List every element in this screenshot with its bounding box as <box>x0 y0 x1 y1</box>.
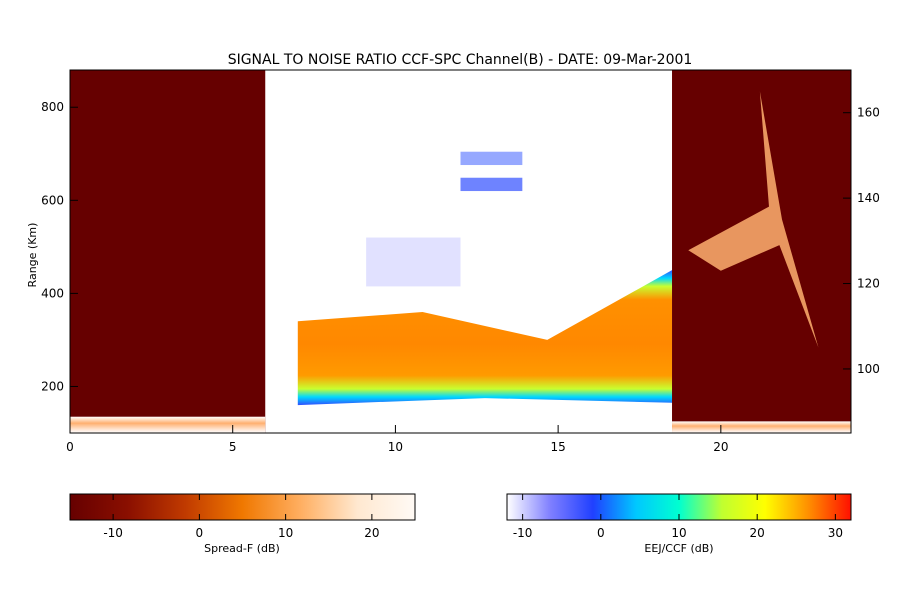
regions-layer <box>70 70 851 433</box>
x-axis: 0 5 10 15 20 <box>66 425 728 454</box>
y-axis-left: 200 400 600 800 <box>41 100 78 393</box>
bottom-echo-2-1 <box>672 421 851 433</box>
colorbar-eej-ccf: EEJ/CCF (dB) -10 0 10 20 30 <box>506 493 852 555</box>
colorbar-tick-label: -10 <box>103 526 123 540</box>
colorbar-eej-ccf-label: EEJ/CCF (dB) <box>644 542 713 555</box>
colorbar-tick-label: 10 <box>671 526 686 540</box>
y-tick-label: 600 <box>41 193 64 207</box>
colorbar-spread-f-gradient <box>69 493 416 521</box>
echo-bands-1-2-upper <box>460 151 523 166</box>
plot-area <box>70 70 851 433</box>
y2-tick-label: 140 <box>857 191 880 205</box>
plume-2-0 <box>688 91 819 348</box>
echo-bands-1-2-lower <box>460 177 523 192</box>
region-background <box>70 70 266 433</box>
x-tick-label: 0 <box>66 440 74 454</box>
x-tick-label: 20 <box>713 440 728 454</box>
y2-tick-label: 100 <box>857 362 880 376</box>
y2-tick-label: 120 <box>857 277 880 291</box>
y-tick-label: 400 <box>41 286 64 300</box>
chart-title: SIGNAL TO NOISE RATIO CCF-SPC Channel(B)… <box>228 52 693 68</box>
colorbar-spread-f-label: Spread-F (dB) <box>204 542 280 555</box>
plot-frame <box>69 69 852 434</box>
y-axis-label: Range (Km) <box>26 223 39 288</box>
region-2 <box>672 70 851 433</box>
y2-tick-label: 160 <box>857 106 880 120</box>
region-0 <box>70 70 266 433</box>
x-tick-label: 15 <box>550 440 565 454</box>
colorbar-tick-label: 20 <box>750 526 765 540</box>
y-axis-right: 100 120 140 160 <box>843 106 880 376</box>
y-tick-label: 200 <box>41 379 64 393</box>
noise-block-1-1 <box>366 237 461 287</box>
y-tick-label: 800 <box>41 100 64 114</box>
colorbar-tick-label: 20 <box>364 526 379 540</box>
colorbar-tick-label: -10 <box>513 526 533 540</box>
colorbar-tick-label: 10 <box>278 526 293 540</box>
colorbar-tick-label: 0 <box>597 526 605 540</box>
F-layer-trace-1-0 <box>297 270 673 406</box>
colorbar-tick-label: 0 <box>196 526 204 540</box>
x-tick-label: 5 <box>229 440 237 454</box>
bottom-echo-0-0 <box>70 416 266 433</box>
colorbar-spread-f: Spread-F (dB) -10 0 10 20 <box>69 493 416 555</box>
x-tick-label: 10 <box>388 440 403 454</box>
region-1 <box>297 151 673 406</box>
colorbar-tick-label: 30 <box>828 526 843 540</box>
